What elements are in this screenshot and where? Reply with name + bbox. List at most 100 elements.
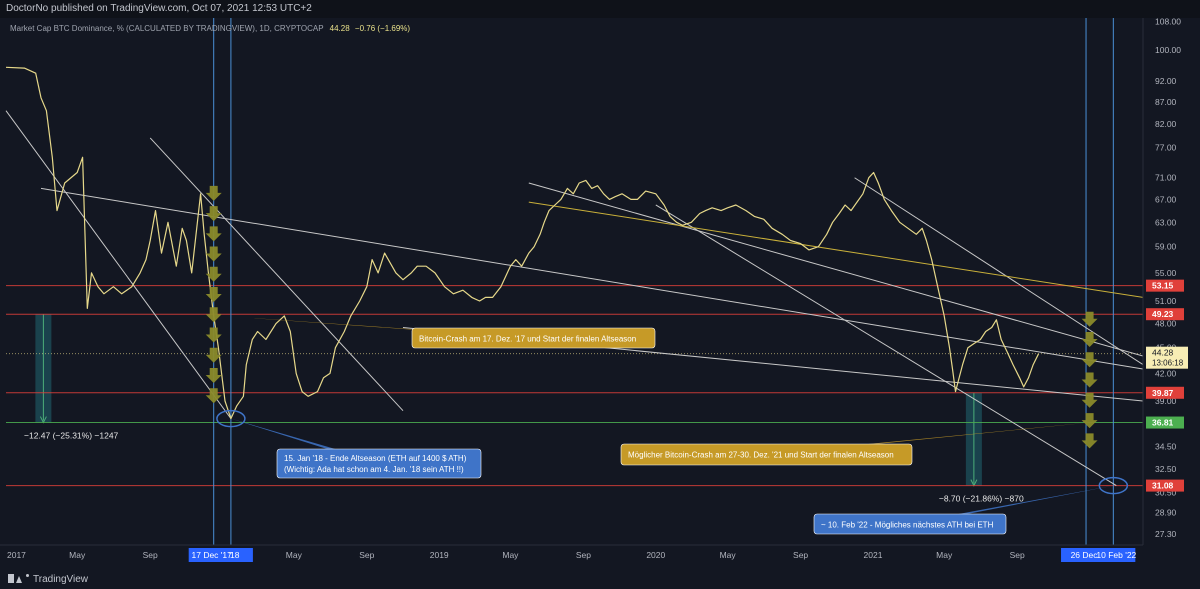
level-price-tag <box>1146 308 1184 321</box>
trendline <box>655 204 1117 487</box>
x-tick-label: May <box>936 550 953 560</box>
y-tick-label: 27.30 <box>1155 529 1177 539</box>
footer-bar: TradingView <box>0 570 1200 589</box>
date-marker-tag <box>1061 548 1136 562</box>
down-arrow-icon <box>205 327 222 343</box>
x-tick-label: 2021 <box>864 550 883 560</box>
down-arrow-icon <box>205 246 222 262</box>
callout-text: Möglicher Bitcoin-Crash am 27-30. Dez. '… <box>628 451 894 460</box>
price-series-line <box>5 66 1040 420</box>
y-tick-label: 77.00 <box>1155 143 1177 153</box>
x-tick-label: May <box>720 550 737 560</box>
x-tick-label: 2019 <box>430 550 449 560</box>
date-marker-tag <box>188 548 253 562</box>
callout-target-ellipse <box>216 409 246 428</box>
y-tick-label: 30.50 <box>1155 488 1177 498</box>
tradingview-brand: TradingView <box>33 574 89 585</box>
date-marker-label: 10 Feb '22 <box>1096 550 1136 560</box>
tradingview-mark-icon <box>8 574 22 583</box>
y-tick-label: 42.00 <box>1155 368 1177 378</box>
y-tick-label: 39.00 <box>1155 396 1177 406</box>
current-price-countdown: 13:06:18 <box>1152 359 1184 368</box>
down-arrow-icon <box>205 307 222 323</box>
change-value: −0.76 (−1.69%) <box>354 24 411 33</box>
y-tick-label: 67.00 <box>1155 194 1177 204</box>
y-tick-label: 92.00 <box>1155 76 1177 86</box>
down-arrow-icon <box>1081 311 1098 327</box>
level-price-tag-label: 53.15 <box>1152 281 1174 291</box>
down-arrow-icon <box>205 347 222 363</box>
y-tick-label: 108.00 <box>1155 16 1181 26</box>
x-tick-label: Sep <box>576 550 591 560</box>
down-arrow-icon <box>205 287 222 303</box>
down-arrow-icon <box>1081 372 1098 388</box>
y-tick-label: 82.00 <box>1155 119 1177 129</box>
level-price-tag-label: 31.08 <box>1152 481 1174 491</box>
y-tick-label: 32.50 <box>1155 464 1177 474</box>
level-price-tag-label: 36.81 <box>1152 418 1174 428</box>
trendline <box>528 201 1143 298</box>
callout-text: Bitcoin-Crash am 17. Dez. '17 und Start … <box>419 335 636 344</box>
trendline <box>854 177 1143 366</box>
y-tick-label: 28.90 <box>1155 508 1177 518</box>
level-price-tag <box>1146 479 1184 492</box>
trendline <box>40 187 1143 370</box>
x-tick-label: 2020 <box>646 550 665 560</box>
y-tick-label: 100.00 <box>1155 45 1181 55</box>
publisher-line: DoctorNo published on TradingView.com, O… <box>6 3 312 14</box>
level-price-tag-label: 39.87 <box>1152 388 1174 398</box>
x-tick-label: 2017 <box>7 550 26 560</box>
symbol-legend: Market Cap BTC Dominance, % (CALCULATED … <box>10 24 410 33</box>
last-value: 44.28 <box>329 24 350 33</box>
callout-text: ~ 10. Feb '22 - Mögliches nächstes ATH b… <box>821 521 994 530</box>
down-arrow-icon <box>1081 433 1098 449</box>
callout-box <box>276 448 482 479</box>
trendline <box>528 182 1143 357</box>
callout-text: 15. Jan '18 - Ende Altseason (ETH auf 14… <box>284 454 467 463</box>
down-arrow-icon <box>205 206 222 222</box>
x-tick-label: Sep <box>143 550 158 560</box>
y-tick-label: 34.50 <box>1155 442 1177 452</box>
down-arrow-icon <box>1081 392 1098 408</box>
y-tick-label: 87.00 <box>1155 97 1177 107</box>
callout-box <box>620 443 913 466</box>
callout-text: (Wichtig: Ada hat schon am 4. Jan. '18 s… <box>284 465 464 474</box>
level-price-tag <box>1146 279 1184 292</box>
y-tick-label: 63.00 <box>1155 217 1177 227</box>
y-tick-label: 71.00 <box>1155 173 1177 183</box>
callout-box <box>813 513 1007 535</box>
x-tick-label: May <box>286 550 303 560</box>
date-marker-label: 17 Dec '17 <box>192 550 233 560</box>
callout-pointer <box>760 422 1090 455</box>
x-tick-label: Sep <box>793 550 808 560</box>
x-tick-label: May <box>502 550 519 560</box>
level-price-tag-label: 49.23 <box>1152 309 1174 319</box>
current-price-value: 44.28 <box>1152 348 1174 358</box>
trendline <box>5 110 232 419</box>
measure-box-label: −8.70 (−21.86%) −870 <box>939 494 1024 504</box>
down-arrow-icon <box>205 226 222 242</box>
down-arrow-icon <box>1081 352 1098 368</box>
x-tick-label: May <box>69 550 86 560</box>
date-marker-label: 26 Dec <box>1071 550 1099 560</box>
callout-target-ellipse <box>1098 476 1129 495</box>
down-arrow-icon <box>1081 332 1098 348</box>
x-tick-label: Sep <box>1010 550 1025 560</box>
y-tick-label: 51.00 <box>1155 296 1177 306</box>
down-arrow-icon <box>205 388 222 404</box>
symbol-title: Market Cap BTC Dominance, % (CALCULATED … <box>10 24 324 33</box>
down-arrow-icon <box>205 368 222 384</box>
down-arrow-icon <box>205 266 222 282</box>
publish-header: DoctorNo published on TradingView.com, O… <box>0 0 1200 18</box>
date-marker-label: '18 <box>228 550 239 560</box>
tradingview-logo[interactable]: TradingView <box>8 574 88 585</box>
x-tick-label: Sep <box>359 550 374 560</box>
y-tick-label: 55.00 <box>1155 268 1177 278</box>
level-price-tag <box>1146 386 1184 399</box>
current-price-tag <box>1146 346 1188 369</box>
tradingview-dot-icon <box>26 574 29 577</box>
down-arrow-icon <box>205 185 222 201</box>
y-tick-label: 59.00 <box>1155 242 1177 252</box>
level-price-tag <box>1146 416 1184 429</box>
